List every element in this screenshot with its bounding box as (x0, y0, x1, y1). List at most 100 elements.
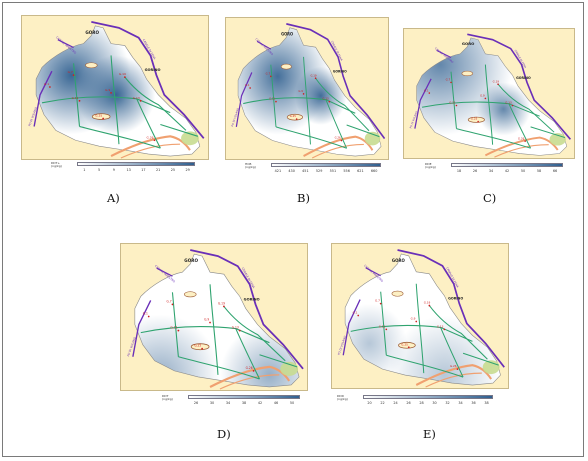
station-marker (177, 329, 180, 332)
legend-tick-label: 660 (370, 169, 378, 173)
station-label: G.19 (119, 72, 126, 76)
map-d: GORO GORINO CANALE MAESTRO CANALE DI FENA PO… (120, 243, 308, 391)
map-c: GORO GORINO CANALE MAESTRO CANALE DI FENA PO… (403, 28, 575, 159)
station-marker (524, 140, 526, 142)
colorbar-ticks: 18 26 34 42 50 58 66 (451, 169, 563, 174)
legend-tick-label: 58 (536, 169, 542, 173)
channel-line (275, 126, 347, 149)
legend-tick-label: 25 (170, 168, 176, 172)
panel-a: GORO GORINO CANALE MAESTRO CANALE DI FENA PO… (21, 15, 209, 210)
island (391, 290, 404, 297)
legend-unit: (ng/kg) (337, 397, 348, 402)
sand-bar (303, 135, 374, 158)
station-marker (238, 329, 241, 332)
station-marker (314, 77, 317, 80)
legend-tick-label: 66 (552, 169, 558, 173)
legend-tick-label: 24 (393, 401, 398, 405)
sand-bar (484, 136, 559, 157)
island (286, 113, 304, 121)
station-marker (456, 368, 459, 371)
legend-tick-label: 50 (520, 169, 526, 173)
road-label: PO DI VOLANO (230, 107, 240, 127)
legend-tick-label: 21 (155, 168, 161, 172)
road-line (256, 40, 272, 50)
legend-tick-label: 551 (329, 169, 337, 173)
caption-a: A) (107, 191, 120, 205)
channel-line (79, 125, 161, 149)
station-label: G.1 (424, 88, 429, 92)
legend-tick-label: 38 (484, 401, 489, 405)
station-marker (477, 120, 479, 123)
channel-line (484, 64, 494, 145)
station-label: G.25 (471, 117, 478, 121)
channel-line (530, 126, 566, 139)
legend-tick-label: 13 (126, 168, 131, 172)
road-label: PO DI VOLANO (126, 336, 137, 358)
channel-line (73, 63, 81, 127)
caption-d: D) (217, 427, 231, 441)
sand-bar (425, 372, 482, 388)
station-marker (223, 305, 225, 308)
legend-unit: (ng/kg) (162, 397, 173, 402)
road-line (190, 249, 304, 370)
lagoon-shoreline (416, 37, 568, 156)
colorbar-ticks: 26 30 34 38 42 46 50 (188, 401, 300, 406)
road-line (342, 299, 361, 356)
station-label: G.11 (379, 324, 386, 328)
channel-line (440, 327, 464, 378)
station-label: G.19 (218, 301, 225, 305)
channel-line (421, 101, 540, 117)
legend-tick-label: 451 (302, 169, 309, 173)
station-label: G.26 (335, 135, 341, 139)
station-marker (147, 315, 150, 318)
station-label: G.1 (143, 311, 148, 315)
colorbar (188, 395, 300, 399)
station-label: G.25 (401, 342, 408, 346)
legend-tick-label: 20 (367, 401, 372, 405)
channel-line (325, 99, 348, 149)
island (398, 341, 416, 349)
legend-tick-label: 1 (83, 168, 86, 172)
legend-tick-label: 26 (193, 401, 199, 405)
legend-tick-label: 38 (241, 401, 247, 405)
road-line (235, 72, 253, 128)
station-label: G.13 (133, 96, 140, 100)
station-label: G.9 (411, 316, 416, 320)
channel-line (456, 128, 531, 149)
island (184, 291, 197, 298)
station-label: G.25 (95, 114, 102, 118)
channel-line (270, 64, 277, 127)
road-label: PO DI VOLANO (408, 110, 418, 128)
road-line (436, 49, 452, 58)
legend-tick-label: 430 (288, 169, 295, 173)
station-label: G.13 (323, 97, 329, 101)
station-label: G.9 (204, 317, 209, 321)
channel-line (171, 292, 179, 357)
place-label-gorino: GORINO (145, 68, 161, 72)
lagoon-shoreline (344, 253, 501, 386)
caption-e: E) (423, 427, 436, 441)
legend-tick-label: 34 (458, 401, 463, 405)
channel-line (124, 76, 187, 131)
legend-tick-label: 32 (445, 401, 450, 405)
legend-tick-label: 529 (315, 169, 323, 173)
place-label-gorino: GORINO (244, 297, 260, 301)
legend-unit: (ng/kg) (51, 164, 62, 169)
colorbar-ticks: 421 430 451 529 551 556 621 660 (271, 169, 381, 174)
caption-c: C) (483, 191, 497, 205)
legend-tick-label: 30 (432, 401, 437, 405)
sand-bar (494, 144, 549, 158)
station-label: G.26 (147, 135, 154, 139)
island (467, 116, 485, 123)
station-marker (340, 139, 343, 142)
place-label-goro: GORO (392, 258, 405, 263)
legend-tick-label: 50 (289, 401, 295, 405)
legend-tick-label: 29 (185, 168, 190, 172)
legend-tick-label: 42 (504, 169, 510, 173)
station-marker (139, 99, 142, 102)
island (280, 63, 292, 70)
legend-tick-label: 26 (406, 401, 411, 405)
legend-tick-label: 30 (209, 401, 215, 405)
station-label: G.7 (375, 299, 380, 303)
colorbar (77, 162, 195, 166)
